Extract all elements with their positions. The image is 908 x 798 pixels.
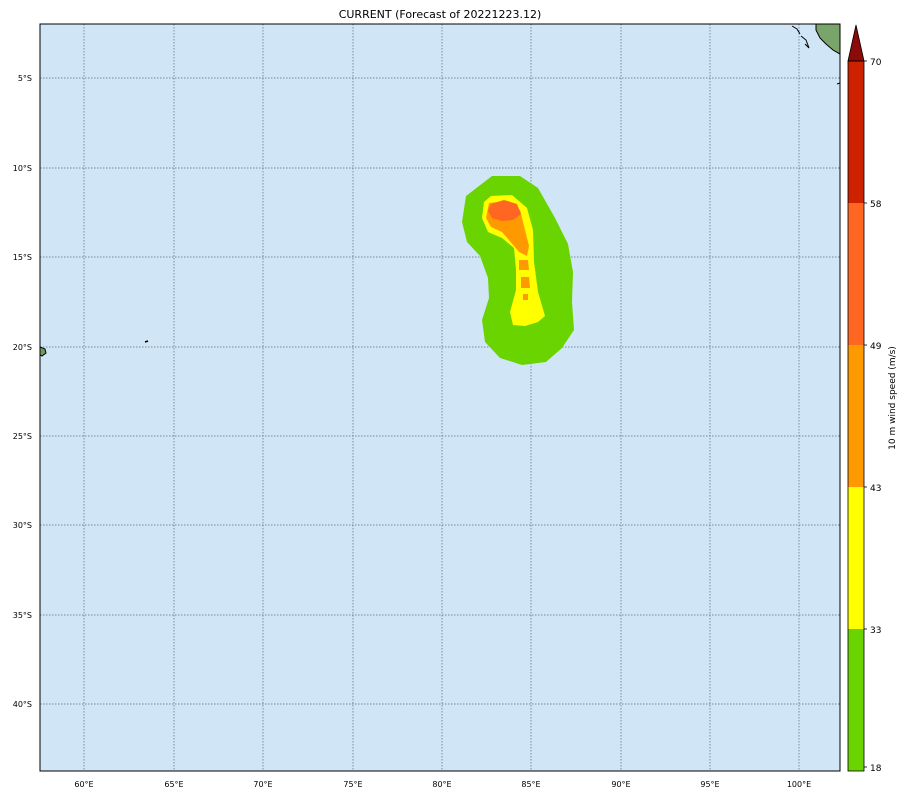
mauritius-island	[40, 346, 47, 357]
lon-tick-label: 95°E	[700, 780, 719, 789]
lat-tick-label: 15°S	[13, 253, 32, 262]
ocean-area	[40, 24, 840, 771]
lat-tick-label: 30°S	[13, 521, 32, 530]
lat-tick-label: 35°S	[13, 611, 32, 620]
colorbar-tick-label: 49	[870, 342, 882, 352]
colorbar-band-49-58	[848, 203, 864, 345]
wind-band-43-49-spots	[519, 260, 530, 300]
colorbar-extend-arrow	[847, 24, 865, 62]
lat-tick-labels: 5°S 10°S 15°S 20°S 25°S 30°S 35°S 40°S	[13, 74, 32, 709]
colorbar-band-43-49	[848, 345, 864, 487]
lon-tick-label: 90°E	[611, 780, 630, 789]
lat-tick-label: 5°S	[18, 74, 32, 83]
colorbar-band-58-70	[848, 61, 864, 203]
colorbar: 18 33 43 49 58 70 10 m wind speed (m/s)	[847, 24, 898, 774]
lon-tick-label: 100°E	[787, 780, 811, 789]
sumatra-land	[815, 24, 840, 55]
colorbar-tick-label: 33	[870, 626, 881, 636]
lon-tick-label: 60°E	[74, 780, 93, 789]
lon-tick-label: 75°E	[343, 780, 362, 789]
map-title: CURRENT (Forecast of 20221223.12)	[338, 8, 542, 21]
colorbar-band-18-33	[848, 629, 864, 771]
lon-tick-label: 65°E	[164, 780, 183, 789]
cyclone-wind-field	[462, 176, 574, 365]
lon-tick-label: 80°E	[432, 780, 451, 789]
colorbar-frame	[847, 60, 865, 772]
gridlines	[40, 24, 840, 771]
landmasses	[40, 24, 840, 357]
colorbar-axis-label: 10 m wind speed (m/s)	[888, 346, 898, 450]
lat-tick-label: 10°S	[13, 164, 32, 173]
lat-tick-label: 20°S	[13, 343, 32, 352]
mentawai-islands	[791, 25, 810, 49]
colorbar-tick-label: 70	[870, 58, 882, 68]
lon-tick-label: 85°E	[521, 780, 540, 789]
wind-band-49-58	[488, 200, 521, 221]
colorbar-tick-label: 43	[870, 484, 881, 494]
colorbar-tick-label: 18	[870, 764, 882, 774]
colorbar-band-33-43	[848, 487, 864, 629]
lat-tick-label: 40°S	[13, 700, 32, 709]
rodrigues-island	[144, 340, 149, 343]
lat-tick-label: 25°S	[13, 432, 32, 441]
colorbar-tick-label: 58	[870, 200, 882, 210]
map-frame	[39, 23, 841, 772]
lon-tick-label: 70°E	[253, 780, 272, 789]
lon-tick-labels: 60°E 65°E 70°E 75°E 80°E 85°E 90°E 95°E …	[74, 780, 811, 789]
